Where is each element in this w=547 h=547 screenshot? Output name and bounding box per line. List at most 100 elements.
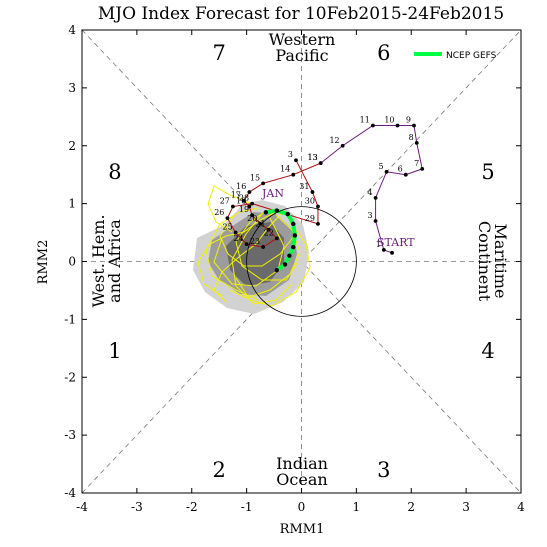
ensemble-member-line [219,215,295,267]
ensemble-member-line [197,209,281,297]
phase-label: 6 [377,41,390,65]
jan-marker: JAN [261,187,284,200]
observed-point [420,167,425,171]
phase-label: 5 [481,160,494,184]
day-label: 19 [239,205,249,214]
mean-point [291,221,296,227]
x-tick-label: -3 [131,500,143,514]
day-label: 3 [288,150,293,159]
observed-point [373,195,378,200]
day-label: 3 [367,211,372,220]
day-label: 11 [360,115,370,124]
observed-point [373,219,378,223]
day-label: 27 [220,197,230,206]
x-axis-ticks: -4 -3 -2 -1 0 1 2 3 4 [76,30,525,514]
phase-label: 7 [213,41,226,65]
recent-point [247,204,252,209]
observed-point [340,143,345,148]
observed-point [390,250,394,255]
x-tick-label: 4 [517,500,525,514]
recent-point [318,161,323,166]
day-label: 30 [305,197,315,206]
chart-title: MJO Index Forecast for 10Feb2015-24Feb20… [98,4,504,24]
day-label: 26 [214,208,224,217]
day-label: 24 [233,234,243,243]
recent-point [241,198,246,203]
ensemble-member-line [213,217,285,287]
day-label: 1 [376,240,381,249]
ensemble-member-line [207,185,254,233]
region-bottom-line1: Indian [276,454,328,473]
recent-point [250,213,255,218]
x-tick-label: 2 [407,500,415,514]
recent-point [316,204,320,209]
day-label: 25 [222,223,232,232]
mean-point [274,267,280,273]
phase-label: 4 [481,339,494,363]
y-tick-label: 1 [68,197,76,211]
phase-label: 2 [213,458,226,482]
day-label: 14 [280,165,290,174]
x-axis-label: RMM1 [280,522,325,537]
recent-point [225,216,230,220]
y-tick-label: 3 [68,81,76,95]
y-axis-label: RMM2 [36,240,51,285]
mean-point [292,233,298,238]
ensemble-members [197,185,311,307]
phase-label: 3 [377,458,390,482]
y-tick-label: -2 [64,370,76,384]
observed-point [384,169,389,174]
recent-point [294,158,298,163]
observed-point [412,123,416,128]
day-label: 31 [299,182,309,191]
y-tick-label: -3 [64,428,76,442]
mean-point [282,262,288,267]
region-right-line1: Maritime [491,224,510,299]
observed-point [395,123,400,128]
y-tick-label: 2 [68,139,76,153]
region-top-line1: Western [269,30,336,49]
mean-point [285,211,290,217]
day-label: 13 [308,153,318,162]
day-label: 4 [367,188,372,197]
recent-point [266,227,271,232]
recent-point [310,190,315,194]
ensemble-mean-track [263,208,298,273]
day-label: 23 [250,237,260,246]
legend: NCEP GEFS [414,51,497,61]
day-label: 22 [264,228,274,237]
day-label: 5 [378,162,383,171]
observed-point [370,123,375,128]
recent-point [233,230,238,235]
recent-point [250,201,255,206]
day-label: 7 [414,159,419,168]
y-tick-label: 4 [68,23,76,37]
recent-point [274,236,279,241]
y-tick-label: -4 [64,486,76,500]
y-tick-label: -1 [64,312,76,326]
region-right-line2: Continent [475,221,494,302]
start-marker: START [377,236,415,249]
x-tick-label: 3 [462,500,470,514]
mean-point [287,253,292,258]
region-left-line2: and Africa [105,219,124,303]
day-label: 16 [236,182,246,191]
observed-point [403,172,408,177]
x-tick-label: -4 [76,500,88,514]
x-tick-label: 0 [298,500,306,514]
ensemble-member-line [235,210,299,281]
unit-circle [246,206,357,317]
recent-point [316,221,320,226]
recent-point [261,181,265,186]
ensemble-spread [193,200,309,314]
phase-label: 8 [108,160,121,184]
recent-point [244,242,249,247]
recent-point [291,172,296,177]
day-label: 15 [250,173,260,182]
phase-label: 1 [108,339,121,363]
